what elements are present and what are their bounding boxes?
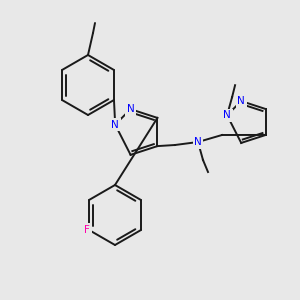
Text: N: N (111, 120, 119, 130)
Text: N: N (194, 137, 202, 147)
Text: N: N (237, 96, 245, 106)
Text: N: N (223, 110, 231, 120)
Text: F: F (84, 225, 90, 235)
Text: N: N (127, 104, 134, 114)
